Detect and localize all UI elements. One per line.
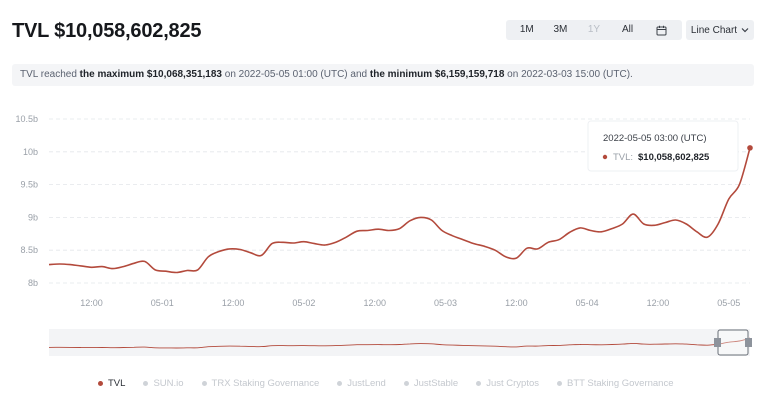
range-3m-button[interactable]: 3M <box>553 24 568 35</box>
tvl-series-line <box>48 147 751 274</box>
legend-label: TVL <box>108 378 126 389</box>
x-axis-ticks: 12:00 05-01 12:00 05-02 12:00 05-03 12:00 05-04… <box>80 298 740 308</box>
tooltip-time: 2022-05-05 03:00 (UTC) <box>603 133 707 144</box>
tooltip-series-dot <box>602 154 608 160</box>
legend-dot <box>201 381 207 386</box>
range-all-button[interactable]: All <box>622 24 634 35</box>
page-title: TVL $10,058,602,825 <box>12 20 202 42</box>
x-tick-label: 05-01 <box>151 298 174 308</box>
latest-point-marker <box>747 145 753 151</box>
range-1y-button: 1Y <box>587 24 601 35</box>
time-range-selector: 1M 3M 1Y All <box>506 20 682 40</box>
legend-dot <box>143 381 149 386</box>
summary-min-time: on 2022-03-03 15:00 (UTC). <box>504 69 633 80</box>
navigator-right-handle[interactable] <box>745 338 752 347</box>
navigator-window[interactable] <box>717 329 749 356</box>
chart-type-select[interactable]: Line Chart <box>686 20 754 40</box>
legend-label: JustLend <box>347 378 386 389</box>
x-tick-label: 12:00 <box>222 298 245 308</box>
tooltip: 2022-05-05 03:00 (UTC) TVL: $10,058,602,… <box>587 120 739 172</box>
legend-item-sunio[interactable]: SUN.io <box>143 378 184 389</box>
legend-dot <box>337 381 343 386</box>
tooltip-series-label: TVL: <box>613 152 633 163</box>
navigator-track <box>49 329 750 356</box>
x-tick-label: 05-03 <box>434 298 457 308</box>
legend-item-juststable[interactable]: JustStable <box>403 378 459 389</box>
summary-max-time: on 2022-05-05 01:00 (UTC) and <box>222 69 370 80</box>
navigator-line <box>48 337 751 349</box>
tooltip-value: $10,058,602,825 <box>638 152 710 163</box>
legend-dot <box>403 381 409 386</box>
legend-dot <box>557 381 562 386</box>
range-1m-button[interactable]: 1M <box>519 24 534 35</box>
x-tick-label: 12:00 <box>363 298 386 308</box>
y-tick-label: 9.5b <box>20 180 38 190</box>
tvl-line-chart[interactable]: 8b 8.5b 9b 9.5b 10b 10.5b 12:00 05-01 12:00 05-0… <box>0 96 768 366</box>
legend-label: BTT Staking Governance <box>567 378 674 389</box>
legend-item-trx-staking[interactable]: TRX Staking Governance <box>201 378 320 389</box>
x-tick-label: 12:00 <box>505 298 528 308</box>
summary-maximum: the maximum $10,068,351,183 <box>79 69 222 80</box>
calendar-button[interactable] <box>644 22 678 38</box>
y-tick-label: 10b <box>23 147 38 157</box>
chart-legend: TVL SUN.io TRX Staking Governance JustLe… <box>98 378 692 389</box>
legend-dot <box>476 381 482 386</box>
legend-item-justlend[interactable]: JustLend <box>337 378 386 389</box>
x-tick-label: 12:00 <box>647 298 670 308</box>
summary-prefix: TVL reached <box>20 69 80 80</box>
legend-label: Just Cryptos <box>486 378 539 389</box>
y-tick-label: 8.5b <box>20 245 38 255</box>
legend-dot <box>98 381 103 386</box>
chevron-down-icon <box>741 28 749 33</box>
y-axis-ticks: 8b 8.5b 9b 9.5b 10b 10.5b <box>15 114 38 288</box>
x-tick-label: 05-02 <box>292 298 315 308</box>
summary-minimum: the minimum $6,159,159,718 <box>369 69 505 80</box>
y-tick-label: 10.5b <box>15 114 38 124</box>
calendar-icon <box>656 25 667 35</box>
tooltip-box <box>587 120 739 172</box>
legend-item-tvl[interactable]: TVL <box>98 378 125 389</box>
x-tick-label: 12:00 <box>80 298 103 308</box>
x-tick-label: 05-04 <box>576 298 599 308</box>
legend-label: SUN.io <box>153 378 184 389</box>
tvl-summary: TVL reached the maximum $10,068,351,183 … <box>12 64 754 86</box>
legend-item-btt-staking[interactable]: BTT Staking Governance <box>557 378 674 389</box>
legend-item-just-cryptos[interactable]: Just Cryptos <box>476 378 539 389</box>
y-tick-label: 9b <box>28 212 38 222</box>
x-tick-label: 05-05 <box>717 298 740 308</box>
navigator-left-handle[interactable] <box>714 338 721 347</box>
legend-label: JustStable <box>413 378 459 389</box>
legend-label: TRX Staking Governance <box>211 378 320 389</box>
y-tick-label: 8b <box>28 278 38 288</box>
range-navigator[interactable] <box>48 329 752 356</box>
chart-type-label: Line Chart <box>690 24 738 36</box>
